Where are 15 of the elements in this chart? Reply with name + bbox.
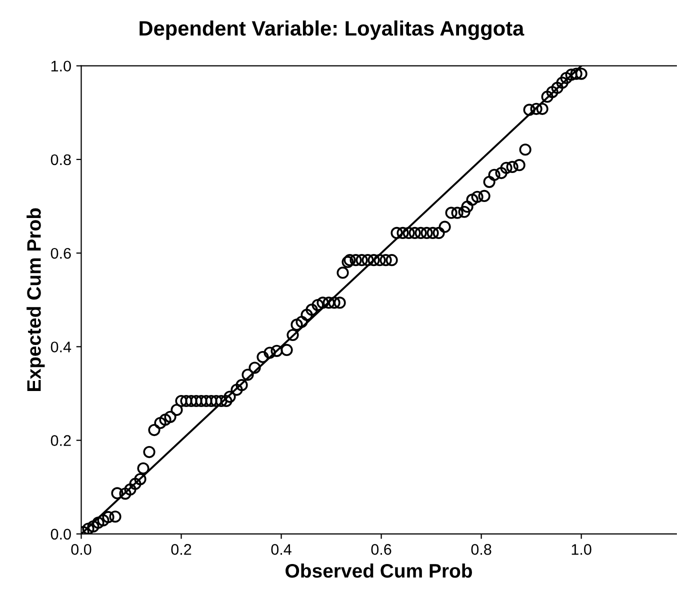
y-tick-label: 0.6	[50, 248, 71, 259]
x-tick-label: 0.6	[371, 544, 392, 555]
x-tick-label: 1.0	[572, 544, 592, 555]
y-tick-label: 0.4	[50, 342, 72, 352]
chart-title: Dependent Variable: Loyalitas Anggota	[140, 20, 524, 40]
x-tick-label: 0.4	[271, 544, 292, 555]
y-tick-label: 0.2	[50, 435, 71, 446]
x-tick-label: 0.0	[71, 544, 92, 555]
y-tick-label: 1.0	[51, 60, 71, 72]
y-axis-title: Expected Cum Prob	[26, 208, 45, 391]
x-tick-label: 0.8	[471, 544, 492, 555]
y-tick-label: 0.0	[50, 528, 71, 540]
x-axis-title: Observed Cum Prob	[286, 563, 472, 578]
x-tick-label: 0.2	[171, 544, 192, 555]
y-tick-label: 0.8	[50, 154, 71, 166]
